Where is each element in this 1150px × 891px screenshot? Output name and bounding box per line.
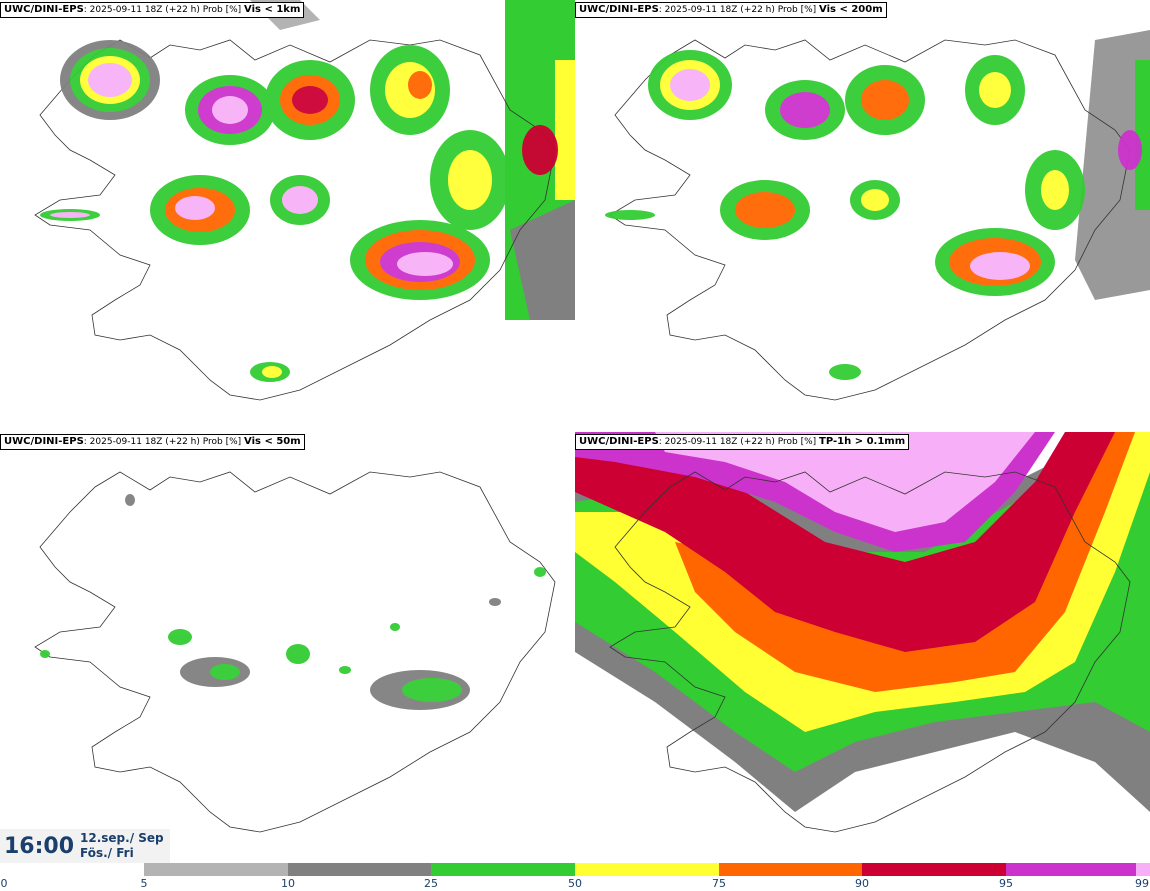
valid-date-line2: Fös./ Fri	[80, 846, 134, 860]
model-name: UWC/DINI-EPS	[579, 4, 659, 15]
colorbar-tick: 25	[424, 877, 438, 890]
colorbar-segment	[1006, 863, 1150, 876]
colorbar-segment	[1136, 863, 1150, 876]
run-info: : 2025-09-11 18Z (+22 h) Prob [%]	[658, 437, 817, 447]
map-precip	[575, 432, 1150, 862]
valid-date: 12.sep./ Sep Fös./ Fri	[80, 831, 164, 861]
panel-title: UWC/DINI-EPS: 2025-09-11 18Z (+22 h) Pro…	[575, 2, 887, 18]
valid-time-box: 16:00 12.sep./ Sep Fös./ Fri	[0, 829, 170, 863]
variable-name: Vis < 50m	[244, 436, 301, 447]
colorbar-tick: 10	[281, 877, 295, 890]
colorbar-segment	[719, 863, 862, 876]
map-panel-vis-200m: UWC/DINI-EPS: 2025-09-11 18Z (+22 h) Pro…	[575, 0, 1150, 430]
colorbar-tick: 95	[999, 877, 1013, 890]
run-info: : 2025-09-11 18Z (+22 h) Prob [%]	[658, 5, 817, 15]
colorbar-tick: 0	[0, 877, 8, 890]
colorbar-tick: 99	[1135, 877, 1149, 890]
run-info: : 2025-09-11 18Z (+22 h) Prob [%]	[83, 437, 242, 447]
valid-date-line1: 12.sep./ Sep	[80, 831, 164, 845]
map-vis-1km	[34, 0, 575, 401]
colorbar-tick: 5	[140, 877, 148, 890]
colorbar-segment	[144, 863, 288, 876]
colorbar-segment	[862, 863, 1006, 876]
map-vis-50m	[34, 471, 556, 833]
panel-title: UWC/DINI-EPS: 2025-09-11 18Z (+22 h) Pro…	[0, 434, 305, 450]
variable-name: Vis < 1km	[244, 4, 301, 15]
model-name: UWC/DINI-EPS	[579, 436, 659, 447]
colorbar-tick: 75	[712, 877, 726, 890]
variable-name: Vis < 200m	[819, 4, 883, 15]
panel-title: UWC/DINI-EPS: 2025-09-11 18Z (+22 h) Pro…	[0, 2, 305, 18]
colorbar-tick: 90	[855, 877, 869, 890]
model-name: UWC/DINI-EPS	[4, 4, 84, 15]
map-panel-vis-50m: UWC/DINI-EPS: 2025-09-11 18Z (+22 h) Pro…	[0, 432, 575, 862]
map-panel-precip: UWC/DINI-EPS: 2025-09-11 18Z (+22 h) Pro…	[575, 432, 1150, 862]
map-vis-200m	[605, 30, 1150, 401]
panel-title: UWC/DINI-EPS: 2025-09-11 18Z (+22 h) Pro…	[575, 434, 910, 450]
valid-time: 16:00	[4, 834, 75, 859]
variable-name: TP-1h > 0.1mm	[819, 436, 906, 447]
map-panel-vis-1km: UWC/DINI-EPS: 2025-09-11 18Z (+22 h) Pro…	[0, 0, 575, 430]
colorbar-segment	[575, 863, 719, 876]
run-info: : 2025-09-11 18Z (+22 h) Prob [%]	[83, 5, 242, 15]
colorbar-segment	[431, 863, 575, 876]
model-name: UWC/DINI-EPS	[4, 436, 84, 447]
probability-colorbar: 0 5 10 25 50 75 90 95 99	[0, 863, 1150, 891]
colorbar-tick: 50	[568, 877, 582, 890]
colorbar-segment	[288, 863, 431, 876]
